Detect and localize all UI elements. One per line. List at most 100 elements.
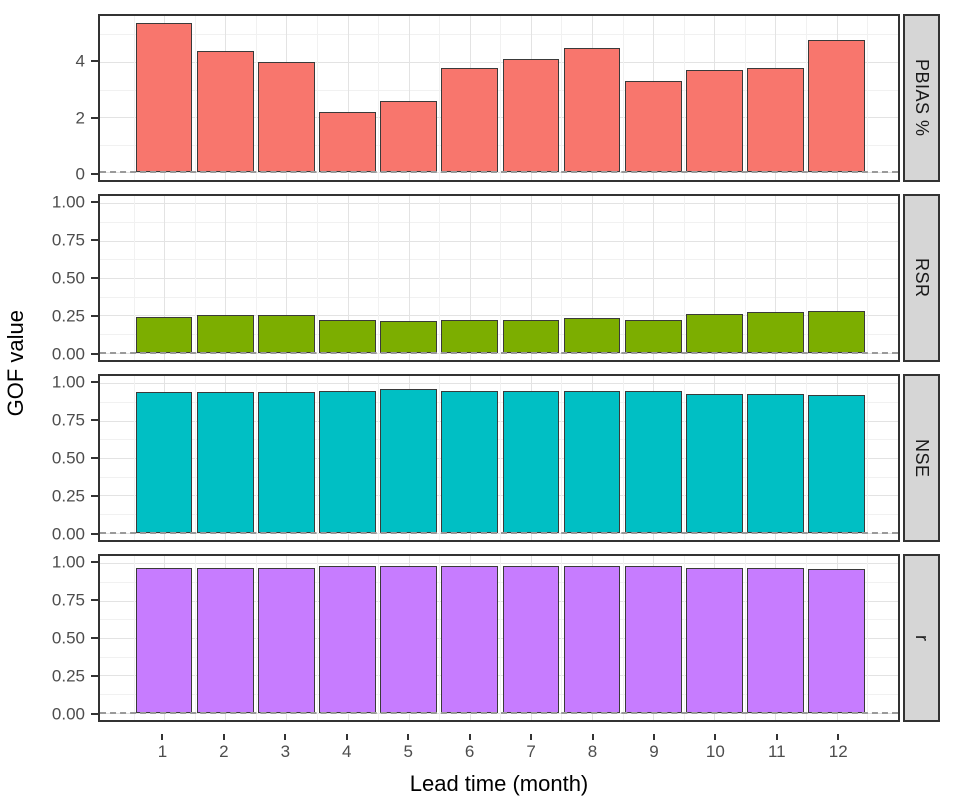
gridline-major-horizontal [100, 117, 898, 119]
x-axis-title-row: Lead time (month) [32, 765, 962, 806]
gridline-major-horizontal [100, 278, 898, 279]
gridline-major-vertical [286, 196, 288, 360]
x-tick-mark [345, 734, 348, 740]
y-tick-label: 0.00 [51, 524, 85, 544]
x-tick-label: 8 [587, 742, 598, 761]
gridline-minor-vertical [500, 376, 502, 540]
y-tick-mark [91, 380, 98, 383]
panel-rsr [98, 194, 900, 362]
bar-nse-month-4 [319, 390, 376, 533]
x-tick-mark [468, 734, 471, 740]
gridline-minor-horizontal [100, 693, 898, 695]
bar-nse-month-3 [258, 392, 315, 533]
bar-r-month-3 [258, 567, 315, 713]
x-tick-label: 10 [705, 742, 725, 761]
bar-r-month-1 [135, 567, 193, 713]
y-tick-mark [91, 277, 98, 279]
bar-r-month-4 [319, 566, 376, 713]
y-tick-label: 0.25 [51, 306, 85, 326]
x-tick-label: 1 [157, 742, 168, 761]
gridline-minor-vertical [805, 376, 807, 540]
gridline-minor-vertical [255, 556, 257, 720]
gridline-minor-vertical [316, 196, 318, 360]
bar-nse-month-9 [624, 390, 682, 533]
y-axis-title: GOF value [3, 309, 28, 417]
facet-strip-label: NSE [912, 438, 932, 478]
gridline-major-horizontal [100, 383, 898, 385]
y-axis-ticks: 0 2 4 [32, 14, 98, 183]
x-tick-label: 7 [526, 742, 536, 761]
x-tick-mark [714, 734, 717, 740]
y-tick-mark [91, 675, 98, 678]
bar-rsr-month-12 [808, 310, 865, 353]
x-axis-right-spacer [903, 734, 962, 765]
y-tick-mark [91, 60, 98, 63]
facet-row-r: 0.00 0.25 0.50 0.75 1.00 r [32, 553, 962, 723]
gridline-minor-vertical [194, 196, 196, 360]
gridline-minor-horizontal [100, 619, 898, 621]
gridline-minor-vertical [316, 16, 318, 180]
gridline-minor-vertical [194, 556, 196, 720]
gridline-minor-horizontal [100, 582, 898, 584]
y-axis-title-column: GOF value [0, 0, 32, 726]
gridline-minor-horizontal [100, 296, 898, 298]
gridline-major-vertical [530, 196, 532, 360]
bar-pbias--month-4 [319, 111, 376, 173]
y-tick-mark [91, 315, 98, 318]
bar-nse-month-11 [747, 393, 804, 533]
gridline-minor-horizontal [100, 89, 898, 91]
gridline-minor-horizontal [100, 439, 898, 441]
facet-strip: PBIAS % [903, 14, 940, 182]
gridline-minor-vertical [683, 16, 685, 180]
x-axis-title: Lead time (month) [409, 771, 589, 797]
gridline-minor-vertical [500, 556, 502, 720]
bar-nse-month-2 [196, 392, 254, 533]
bar-rsr-month-4 [319, 319, 376, 353]
gridline-major-vertical [408, 16, 410, 180]
bar-pbias--month-3 [258, 62, 315, 173]
y-tick-mark [91, 353, 98, 356]
facet-panels: 0 2 4 PBIAS % 0.00 0.25 0.50 0.75 1.00 RSR 0.00 0.2… [32, 0, 962, 734]
gridline-minor-vertical [133, 16, 135, 180]
bar-r-month-11 [747, 567, 804, 713]
x-tick-mark [652, 734, 655, 740]
bar-rsr-month-11 [747, 312, 804, 353]
x-tick-mark [222, 734, 225, 740]
gridline-minor-vertical [255, 196, 257, 360]
gridline-major-vertical [653, 196, 655, 360]
x-tick-mark [591, 734, 594, 740]
y-tick-label: 2 [75, 108, 85, 128]
zero-reference-line [100, 351, 898, 354]
gridline-minor-horizontal [100, 144, 898, 146]
gridline-minor-vertical [439, 16, 441, 180]
x-tick-label: 2 [219, 742, 229, 761]
x-axis-row: 1 2 3 4 5 6 7 8 9 10 11 12 [32, 734, 962, 765]
gridline-minor-horizontal [100, 476, 898, 478]
y-axis-ticks: 0.00 0.25 0.50 0.75 1.00 [32, 553, 98, 723]
gridline-major-horizontal [100, 600, 898, 602]
gridline-minor-vertical [622, 376, 624, 540]
gridline-minor-vertical [683, 556, 685, 720]
gridline-major-vertical [836, 196, 838, 360]
y-tick-label: 0.50 [51, 628, 85, 648]
y-tick-mark [91, 713, 98, 716]
right-margin [940, 14, 962, 182]
bar-pbias--month-1 [135, 23, 193, 173]
gridline-minor-vertical [439, 196, 441, 360]
bar-pbias--month-2 [196, 51, 254, 173]
bar-nse-month-5 [380, 389, 437, 533]
gridline-minor-vertical [378, 556, 380, 720]
y-tick-label: 0.25 [51, 666, 85, 686]
gridline-major-horizontal [100, 675, 898, 677]
panel-pbias- [98, 14, 900, 182]
x-tick-mark [530, 734, 533, 740]
bar-rsr-month-1 [135, 316, 193, 353]
bar-nse-month-6 [441, 390, 499, 533]
gridline-minor-vertical [744, 556, 746, 720]
y-tick-mark [91, 495, 98, 498]
gridline-major-vertical [164, 196, 166, 360]
gridline-minor-vertical [867, 196, 869, 360]
y-tick-mark [91, 418, 98, 421]
gridline-minor-vertical [500, 196, 502, 360]
bar-rsr-month-6 [441, 319, 499, 353]
